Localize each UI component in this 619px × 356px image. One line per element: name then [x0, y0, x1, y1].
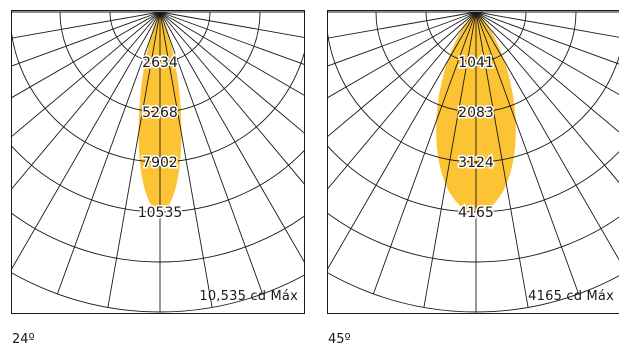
polar-radial-line	[328, 11, 477, 190]
polar-chart-45-svg: 1041 2083 3124 4165	[328, 11, 619, 313]
polar-radial-line	[159, 11, 304, 38]
polar-chart-24: 2634 5268 7902 10535 10,535 cd Máx	[11, 10, 305, 314]
ring-value-label: 5268	[142, 105, 178, 121]
polar-radial-line	[475, 11, 619, 184]
polar-radial-line	[328, 11, 477, 67]
polar-radial-line	[423, 11, 477, 308]
polar-radial-line	[328, 11, 477, 270]
polar-radial-line	[56, 11, 161, 295]
polar-radial-line	[12, 11, 161, 39]
max-candela-label: 10,535 cd Máx	[199, 289, 298, 304]
polar-radial-line	[475, 11, 580, 295]
ring-value-label: 10535	[138, 205, 183, 221]
polar-radial-line	[475, 11, 529, 308]
polar-radial-line	[159, 11, 304, 65]
polar-radial-line	[159, 11, 304, 263]
ring-value-label: 3124	[458, 155, 494, 171]
polar-radial-line	[159, 11, 304, 96]
polar-radial-line	[159, 11, 264, 295]
ring-value-label: 7902	[142, 155, 178, 171]
max-candela-label: 4165 cd Máx	[528, 289, 614, 304]
polar-radial-line	[159, 11, 304, 134]
polar-radial-line	[372, 11, 477, 295]
polar-radial-line	[475, 11, 619, 96]
ring-value-label: 2634	[142, 55, 178, 71]
polar-radial-line	[12, 11, 161, 137]
polar-chart-24-svg: 2634 5268 7902 10535	[12, 11, 304, 313]
polar-radial-line	[12, 11, 161, 270]
ring-value-label: 2083	[458, 105, 494, 121]
polar-radial-line	[12, 11, 161, 67]
beam-angle-label: 24º	[12, 332, 35, 347]
polar-radial-line	[475, 11, 619, 65]
polar-chart-45: 1041 2083 3124 4165 4165 cd Máx	[327, 10, 619, 314]
polar-radial-line	[475, 11, 619, 38]
polar-radial-line	[159, 11, 213, 308]
polar-radial-line	[159, 11, 304, 185]
polar-radial-line	[107, 11, 161, 308]
beam-angle-label: 45º	[328, 332, 351, 347]
polar-radial-line	[12, 11, 161, 98]
ring-value-label: 1041	[458, 55, 494, 71]
polar-radial-line	[328, 11, 477, 137]
polar-radial-line	[12, 11, 161, 190]
polar-radial-line	[328, 11, 477, 39]
polar-radial-line	[475, 11, 619, 261]
polar-radial-line	[475, 11, 619, 133]
ring-value-label: 4165	[458, 205, 494, 221]
polar-radial-line	[328, 11, 477, 98]
